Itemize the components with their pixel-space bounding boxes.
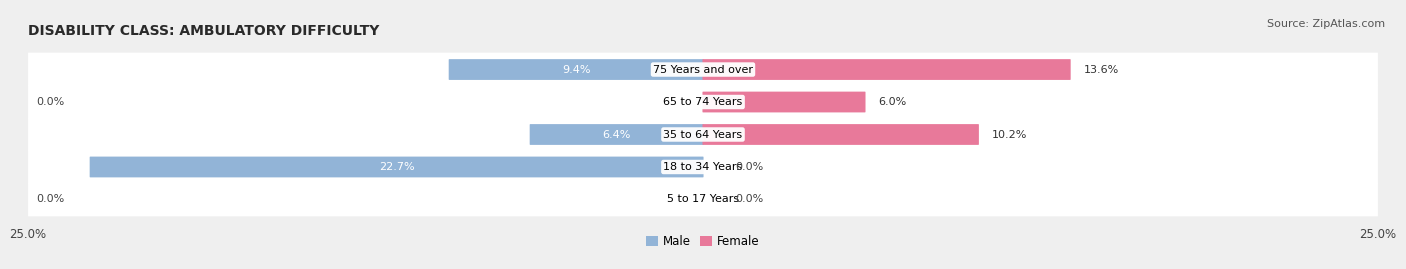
Text: 0.0%: 0.0% bbox=[37, 97, 65, 107]
Text: 0.0%: 0.0% bbox=[735, 194, 763, 204]
Text: 18 to 34 Years: 18 to 34 Years bbox=[664, 162, 742, 172]
Text: 6.4%: 6.4% bbox=[602, 129, 631, 140]
Text: Source: ZipAtlas.com: Source: ZipAtlas.com bbox=[1267, 19, 1385, 29]
FancyBboxPatch shape bbox=[28, 118, 1378, 151]
Legend: Male, Female: Male, Female bbox=[641, 230, 765, 253]
FancyBboxPatch shape bbox=[28, 85, 1378, 119]
FancyBboxPatch shape bbox=[90, 157, 703, 177]
Text: 5 to 17 Years: 5 to 17 Years bbox=[666, 194, 740, 204]
Text: DISABILITY CLASS: AMBULATORY DIFFICULTY: DISABILITY CLASS: AMBULATORY DIFFICULTY bbox=[28, 23, 380, 38]
FancyBboxPatch shape bbox=[28, 53, 1378, 86]
Text: 0.0%: 0.0% bbox=[735, 162, 763, 172]
FancyBboxPatch shape bbox=[449, 59, 703, 80]
Text: 13.6%: 13.6% bbox=[1084, 65, 1119, 75]
Text: 75 Years and over: 75 Years and over bbox=[652, 65, 754, 75]
FancyBboxPatch shape bbox=[28, 183, 1378, 216]
FancyBboxPatch shape bbox=[530, 124, 703, 145]
Text: 65 to 74 Years: 65 to 74 Years bbox=[664, 97, 742, 107]
FancyBboxPatch shape bbox=[703, 124, 979, 145]
Text: 35 to 64 Years: 35 to 64 Years bbox=[664, 129, 742, 140]
Text: 22.7%: 22.7% bbox=[378, 162, 415, 172]
FancyBboxPatch shape bbox=[703, 92, 866, 112]
Text: 6.0%: 6.0% bbox=[879, 97, 907, 107]
FancyBboxPatch shape bbox=[703, 59, 1071, 80]
Text: 0.0%: 0.0% bbox=[37, 194, 65, 204]
Text: 9.4%: 9.4% bbox=[562, 65, 591, 75]
Text: 10.2%: 10.2% bbox=[991, 129, 1028, 140]
FancyBboxPatch shape bbox=[28, 150, 1378, 184]
